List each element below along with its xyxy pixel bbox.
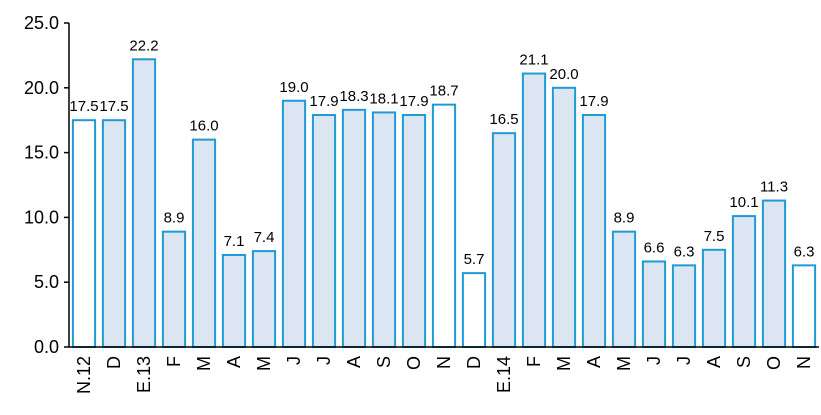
y-tick-label: 5.0 bbox=[34, 272, 59, 292]
data-labels: 17.5 17.522.28.916.07.1 7.419.017.9 18.3 18.… bbox=[69, 37, 814, 268]
bars bbox=[71, 58, 817, 349]
data-label: 11.3 bbox=[760, 179, 788, 196]
x-axis: N.12 D E.13 F M A M J J A S O N D E.14 F M A M J J A S O N bbox=[69, 346, 819, 394]
data-label: 21.1 bbox=[519, 52, 548, 69]
bar bbox=[671, 264, 697, 348]
x-category-label: A bbox=[584, 356, 604, 368]
data-label: 16.5 bbox=[489, 111, 518, 128]
bar bbox=[281, 99, 307, 349]
bar bbox=[641, 260, 667, 348]
bar bbox=[341, 108, 367, 348]
data-label: 8.9 bbox=[164, 210, 185, 227]
data-label: 17.5 bbox=[99, 98, 128, 115]
x-category-label: J bbox=[314, 356, 334, 365]
bar bbox=[551, 86, 577, 349]
x-category-label: A bbox=[704, 356, 724, 368]
data-label: 6.6 bbox=[644, 239, 665, 256]
x-category-label: N bbox=[434, 356, 454, 369]
x-category-label: J bbox=[284, 356, 304, 365]
bar bbox=[791, 264, 817, 348]
x-category-label: F bbox=[164, 356, 184, 367]
bar bbox=[251, 250, 277, 348]
data-label: 22.2 bbox=[129, 37, 158, 54]
x-category-label: N.12 bbox=[74, 356, 94, 394]
x-category-label: E.13 bbox=[134, 356, 154, 393]
bar bbox=[401, 114, 427, 348]
x-category-label: A bbox=[344, 356, 364, 368]
x-category-label: S bbox=[734, 356, 754, 368]
data-label: 8.9 bbox=[614, 210, 635, 227]
bar bbox=[371, 111, 397, 349]
x-category-label: N bbox=[794, 356, 814, 369]
bar bbox=[191, 138, 217, 348]
x-category-label: S bbox=[374, 356, 394, 368]
data-label: 17.5 bbox=[69, 98, 98, 115]
bar bbox=[731, 215, 757, 348]
data-label: 18.1 bbox=[369, 90, 398, 107]
x-category-label: M bbox=[194, 356, 214, 371]
bar bbox=[161, 230, 187, 349]
data-label: 19.0 bbox=[279, 79, 308, 96]
x-category-label: J bbox=[644, 356, 664, 365]
bar bbox=[611, 230, 637, 349]
x-category-label: M bbox=[254, 356, 274, 371]
data-label: 17.9 bbox=[399, 93, 428, 110]
bar bbox=[461, 272, 487, 348]
data-label: 20.0 bbox=[549, 66, 578, 83]
bar bbox=[71, 119, 97, 348]
bar bbox=[131, 58, 157, 349]
x-category-label: O bbox=[764, 356, 784, 370]
data-label: 17.9 bbox=[309, 93, 338, 110]
bar bbox=[701, 248, 727, 348]
data-label: 7.5 bbox=[704, 228, 725, 245]
bar bbox=[491, 132, 517, 348]
data-label: 18.7 bbox=[429, 83, 458, 100]
bar bbox=[521, 72, 547, 348]
x-category-label: O bbox=[404, 356, 424, 370]
x-category-label: E.14 bbox=[494, 356, 514, 393]
y-tick-label: 10.0 bbox=[24, 207, 59, 227]
bar bbox=[221, 253, 247, 348]
x-category-label: M bbox=[554, 356, 574, 371]
x-category-label: D bbox=[464, 356, 484, 369]
bar bbox=[431, 103, 457, 349]
data-label: 7.4 bbox=[254, 229, 275, 246]
data-label: 6.3 bbox=[674, 243, 695, 260]
bar bbox=[101, 119, 127, 348]
y-tick-label: 0.0 bbox=[34, 337, 59, 357]
x-category-label: M bbox=[614, 356, 634, 371]
x-category-label: D bbox=[104, 356, 124, 369]
y-axis: 0.0 5.0 10.0 15.0 20.0 25.0 bbox=[24, 13, 70, 357]
bar bbox=[581, 114, 607, 348]
data-label: 6.3 bbox=[794, 243, 815, 260]
bar bbox=[311, 114, 337, 348]
y-tick-label: 20.0 bbox=[24, 78, 59, 98]
y-tick-label: 15.0 bbox=[24, 143, 59, 163]
x-category-label: A bbox=[224, 356, 244, 368]
data-label: 18.3 bbox=[339, 88, 368, 105]
data-label: 5.7 bbox=[464, 251, 485, 268]
y-tick-label: 25.0 bbox=[24, 13, 59, 33]
x-category-label: F bbox=[524, 356, 544, 367]
data-label: 10.1 bbox=[729, 194, 758, 211]
data-label: 17.9 bbox=[579, 93, 608, 110]
x-category-label: J bbox=[674, 356, 694, 365]
data-label: 7.1 bbox=[224, 233, 245, 250]
bar bbox=[761, 199, 787, 348]
data-label: 16.0 bbox=[189, 118, 218, 135]
